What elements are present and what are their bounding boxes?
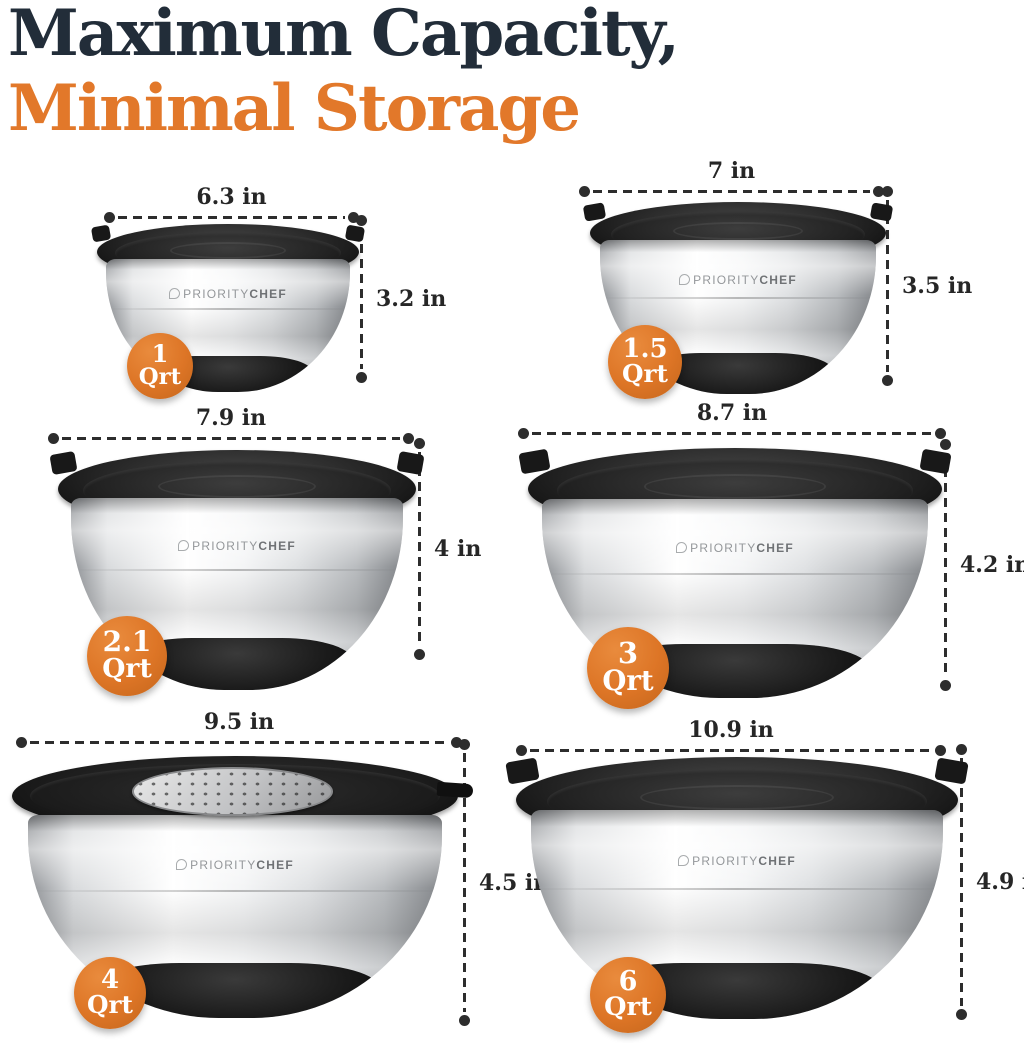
brand-logo: PRIORITYCHEF <box>28 858 443 872</box>
lid-clip-right <box>919 448 952 475</box>
brand-logo: PRIORITYCHEF <box>600 273 875 287</box>
width-dimension-label: 6.3 in <box>196 184 267 210</box>
page-title-line1: Maximum Capacity, <box>8 0 680 71</box>
capacity-badge: 4 Qrt <box>74 957 146 1029</box>
height-dimension-line: 4.2 in <box>940 439 1024 691</box>
width-dimension-label: 10.9 in <box>688 717 774 743</box>
brand-icon <box>676 541 688 553</box>
brand-logo: PRIORITYCHEF <box>71 539 404 553</box>
brand-logo: PRIORITYCHEF <box>106 287 350 301</box>
brand-icon <box>178 539 190 551</box>
page-title: Maximum Capacity, Minimal Storage <box>8 0 680 146</box>
capacity-unit: Qrt <box>138 364 182 390</box>
page-title-line2: Minimal Storage <box>8 71 581 146</box>
brand-icon <box>169 287 181 299</box>
capacity-unit: Qrt <box>602 665 654 697</box>
lid-spout-tab <box>436 781 473 799</box>
grater-insert-icon <box>132 767 333 816</box>
capacity-unit: Qrt <box>604 992 652 1022</box>
width-dimension-line: 7 in <box>579 158 884 197</box>
brand-logo: PRIORITYCHEF <box>542 541 927 555</box>
height-dimension-label: 4.9 in <box>976 869 1024 895</box>
capacity-value: 6 <box>618 966 638 998</box>
lid-clip-left <box>518 448 551 475</box>
mixing-bowl-photo: PRIORITYCHEF <box>582 202 894 394</box>
capacity-unit: Qrt <box>102 653 152 684</box>
width-dimension-line: 10.9 in <box>516 717 946 756</box>
brand-logo: PRIORITYCHEF <box>531 854 942 868</box>
height-dimension-line: 3.2 in <box>356 215 446 383</box>
lid-clip-left <box>49 451 78 476</box>
capacity-badge: 1.5 Qrt <box>608 325 682 399</box>
width-dimension-line: 7.9 in <box>48 405 414 444</box>
capacity-badge: 1 Qrt <box>127 333 193 399</box>
width-dimension-label: 7.9 in <box>195 405 267 431</box>
mixing-bowl-photo: PRIORITYCHEF <box>49 450 425 690</box>
width-dimension-line: 8.7 in <box>518 400 946 439</box>
brand-icon <box>678 855 690 867</box>
brand-icon <box>176 858 188 870</box>
height-dimension-label: 3.5 in <box>902 273 973 299</box>
width-dimension-line: 9.5 in <box>16 709 462 748</box>
lid-clip-right <box>869 202 894 223</box>
height-dimension-label: 4 in <box>434 536 482 562</box>
capacity-badge: 2.1 Qrt <box>87 616 167 696</box>
capacity-unit: Qrt <box>622 359 668 388</box>
lid-clip-left <box>582 202 607 223</box>
height-dimension-line: 3.5 in <box>882 186 972 386</box>
bowl-body: PRIORITYCHEF <box>70 498 404 690</box>
capacity-value: 2.1 <box>102 625 152 659</box>
capacity-value: 1 <box>151 339 169 369</box>
capacity-badge: 6 Qrt <box>590 957 666 1033</box>
capacity-value: 3 <box>617 636 639 671</box>
capacity-value: 1.5 <box>622 334 668 365</box>
height-dimension-line: 4 in <box>414 438 481 660</box>
capacity-value: 4 <box>100 965 120 996</box>
width-dimension-label: 7 in <box>707 158 756 184</box>
width-dimension-label: 8.7 in <box>696 400 768 426</box>
lid-clip-right <box>934 757 969 786</box>
lid-clip-left <box>505 757 540 786</box>
width-dimension-label: 9.5 in <box>203 709 275 735</box>
capacity-unit: Qrt <box>87 990 133 1019</box>
lid-clip-left <box>90 224 112 243</box>
mixing-bowl-photo: PRIORITYCHEF <box>90 224 366 392</box>
height-dimension-label: 3.2 in <box>376 286 447 312</box>
height-dimension-line: 4.9 in <box>956 744 1024 1020</box>
height-dimension-label: 4.2 in <box>960 552 1024 578</box>
lid-clip-right <box>344 224 366 243</box>
capacity-badge: 3 Qrt <box>587 627 669 709</box>
brand-icon <box>679 273 691 285</box>
width-dimension-line: 6.3 in <box>104 184 359 223</box>
mixing-bowl-photo: PRIORITYCHEF <box>505 757 969 1019</box>
bowl-body: PRIORITYCHEF <box>600 240 876 394</box>
lid-clip-right <box>396 451 425 476</box>
